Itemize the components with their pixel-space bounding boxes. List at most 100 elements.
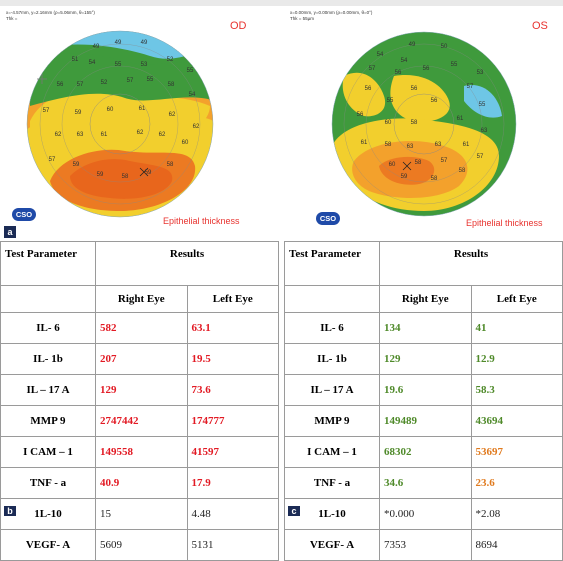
table-row: IL- 6 582 63.1	[0, 312, 279, 344]
od-center-marker	[139, 167, 149, 177]
thickness-value-label: 59	[97, 172, 104, 178]
figure-label-c: c	[288, 506, 300, 516]
thickness-value-label: 51	[72, 57, 79, 63]
thickness-value-label: 57	[477, 154, 484, 160]
od-thickness-map: 49 49 49 51 54 55 53 52 55 56 57 52 57 55 58 54 57 59 60 61…	[26, 30, 214, 218]
right-eye-value: 68302	[379, 436, 472, 468]
thickness-value-label: 59	[401, 174, 408, 180]
thickness-value-label: 57	[441, 158, 448, 164]
left-eye-value: 63.1	[186, 312, 279, 344]
od-eye-label: OD	[230, 20, 247, 32]
param-cell: I CAM – 1	[284, 436, 380, 468]
right-eye-value: 19.6	[379, 374, 472, 406]
thickness-value-label: 61	[101, 132, 108, 138]
table-row: IL- 1b 207 19.5	[0, 343, 279, 375]
thickness-value-label: 56	[411, 86, 418, 92]
right-eye-value: 40.9	[95, 467, 188, 499]
thickness-value-label: 62	[137, 130, 144, 136]
table-row: VEGF- A 7353 8694	[284, 529, 563, 561]
table-row: IL – 17 A 129 73.6	[0, 374, 279, 406]
left-eye-value: 5131	[186, 529, 279, 561]
param-cell: TNF - a	[0, 467, 96, 499]
thickness-value-label: 57	[467, 84, 474, 90]
thickness-value-label: 55	[387, 98, 394, 104]
os-coordinate-readout: x=0.00mm, y=0.00mm (ρ=0.00mm, θ=0°) Thk …	[290, 10, 373, 21]
header-results: Results	[379, 241, 563, 286]
param-cell: TNF - a	[284, 467, 380, 499]
thickness-value-label: 58	[122, 174, 129, 180]
right-eye-value: 2747442	[95, 405, 188, 437]
left-eye-value: *2.08	[470, 498, 563, 530]
os-eye-label: OS	[532, 20, 548, 32]
table-row: MMP 9 149489 43694	[284, 405, 563, 437]
left-eye-value: 73.6	[186, 374, 279, 406]
header-left-eye: Left Eye	[186, 285, 279, 313]
thickness-value-label: 57	[43, 108, 50, 114]
thickness-value-label: 55	[187, 68, 194, 74]
table-row: 1L-10 *0.000 *2.08	[284, 498, 563, 530]
right-eye-value: *0.000	[379, 498, 472, 530]
header-empty	[0, 285, 96, 313]
thickness-value-label: 63	[77, 132, 84, 138]
param-cell: MMP 9	[0, 405, 96, 437]
param-cell: IL- 1b	[0, 343, 96, 375]
thickness-value-label: 57	[77, 82, 84, 88]
table-row: TNF - a 34.6 23.6	[284, 467, 563, 499]
thickness-value-label: 59	[75, 110, 82, 116]
table-row: I CAM – 1 68302 53697	[284, 436, 563, 468]
left-eye-value: 19.5	[186, 343, 279, 375]
figure-label-b: b	[4, 506, 16, 516]
thickness-value-label: 60	[182, 140, 189, 146]
param-cell: VEGF- A	[0, 529, 96, 561]
thickness-value-label: 56	[431, 98, 438, 104]
thickness-value-label: 59	[145, 170, 152, 176]
table-row: IL- 1b 129 12.9	[284, 343, 563, 375]
thickness-value-label: 55	[451, 62, 458, 68]
right-eye-value: 149558	[95, 436, 188, 468]
os-epithelial-caption: Epithelial thickness	[466, 218, 543, 228]
left-eye-value: 41	[470, 312, 563, 344]
thickness-value-label: 54	[377, 52, 384, 58]
left-eye-value: 4.48	[186, 498, 279, 530]
left-eye-value: 12.9	[470, 343, 563, 375]
table-row: I CAM – 1 149558 41597	[0, 436, 279, 468]
right-eye-value: 134	[379, 312, 472, 344]
thickness-value-label: 56	[395, 70, 402, 76]
header-test-parameter: Test Parameter	[284, 241, 380, 286]
table-row: VEGF- A 5609 5131	[0, 529, 279, 561]
header-test-parameter: Test Parameter	[0, 241, 96, 286]
left-eye-value: 53697	[470, 436, 563, 468]
thickness-value-label: 55	[115, 62, 122, 68]
thickness-value-label: 62	[55, 132, 62, 138]
os-center-marker	[402, 161, 412, 171]
right-eye-value: 582	[95, 312, 188, 344]
header-empty	[284, 285, 380, 313]
table-row: 1L-10 15 4.48	[0, 498, 279, 530]
thickness-value-label: 60	[389, 162, 396, 168]
thickness-value-label: 50	[441, 44, 448, 50]
thickness-value-label: 58	[168, 82, 175, 88]
thickness-value-label: 62	[169, 112, 176, 118]
thickness-value-label: 56	[57, 82, 64, 88]
left-eye-value: 8694	[470, 529, 563, 561]
left-eye-value: 174777	[186, 405, 279, 437]
thickness-value-label: 63	[481, 128, 488, 134]
thickness-value-label: 62	[193, 124, 200, 130]
header-right-eye: Right Eye	[95, 285, 188, 313]
right-eye-value: 129	[95, 374, 188, 406]
thickness-value-label: 63	[435, 142, 442, 148]
thickness-value-label: 49	[141, 40, 148, 46]
param-cell: IL- 6	[284, 312, 380, 344]
thickness-value-label: 59	[73, 162, 80, 168]
thickness-value-label: 57	[127, 78, 134, 84]
thickness-value-label: 58	[415, 160, 422, 166]
param-cell: MMP 9	[284, 405, 380, 437]
table-before: Test Parameter Results Right Eye Left Ey…	[0, 241, 279, 561]
right-eye-value: 34.6	[379, 467, 472, 499]
right-eye-value: 15	[95, 498, 188, 530]
param-cell: IL – 17 A	[284, 374, 380, 406]
thickness-value-label: 62	[159, 132, 166, 138]
right-eye-value: 129	[379, 343, 472, 375]
od-epithelial-caption: Epithelial thickness	[163, 216, 240, 226]
thickness-value-label: 58	[411, 120, 418, 126]
